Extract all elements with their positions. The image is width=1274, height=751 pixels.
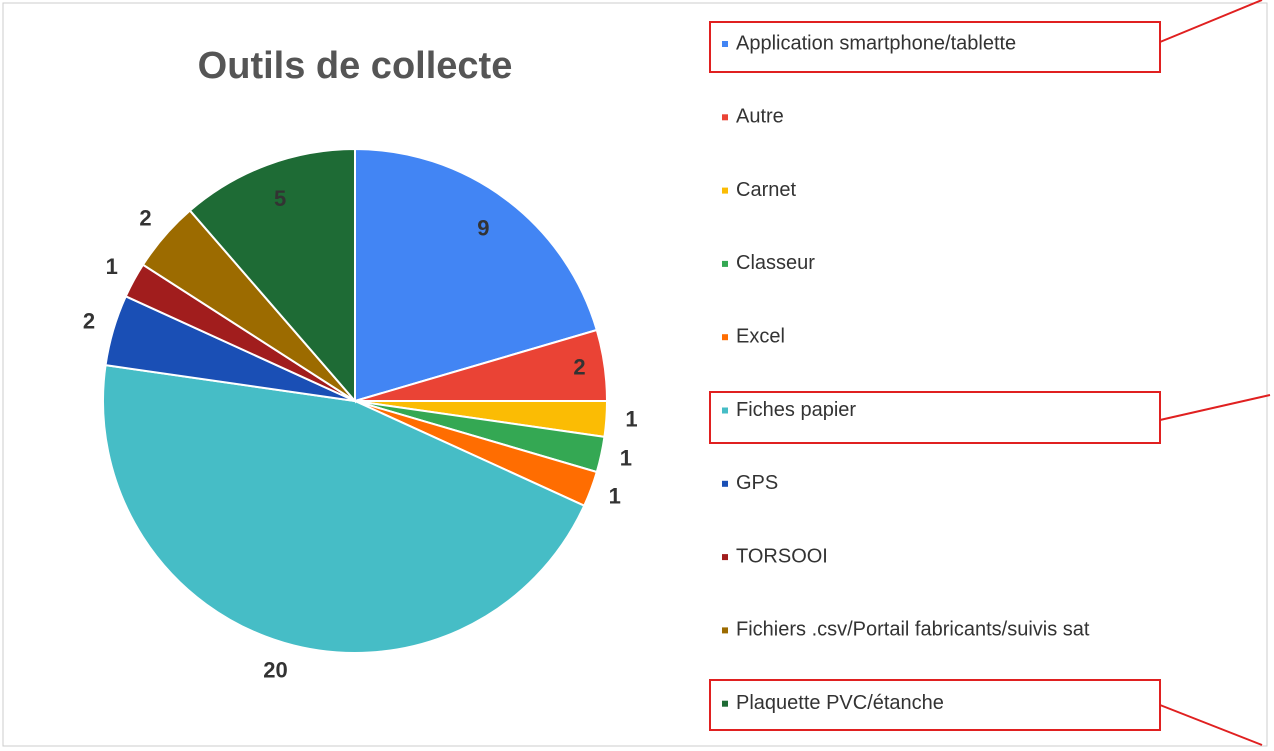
legend-swatch [722,187,728,194]
data-label: 1 [106,254,118,279]
data-label: 2 [83,309,95,334]
legend-label: Fiches papier [736,399,856,421]
data-label: 20 [263,658,287,683]
data-label: 1 [625,407,637,432]
legend-swatch [722,334,728,341]
data-label: 2 [573,355,585,380]
legend-swatch [722,480,728,487]
legend-label: Classeur [736,252,815,274]
data-label: 1 [609,484,621,509]
callout-line [1159,0,1263,43]
legend-swatch [722,41,728,47]
highlight-box [709,391,1161,444]
legend-label: Autre [736,106,784,128]
pie-slice [354,147,599,403]
data-label: 2 [139,205,151,230]
legend-swatch [722,554,728,561]
highlight-box [709,21,1161,73]
data-label: 5 [274,186,286,211]
legend-label: Carnet [736,179,796,201]
pie-slice [102,364,586,654]
annotations [709,0,1271,746]
legend-swatch [722,700,728,707]
chart-title: Outils de collecte [198,45,513,87]
legend-label: Fichiers .csv/Portail fabricants/suivis … [736,619,1090,641]
pie-slice [188,147,356,404]
legend-swatch [722,627,728,634]
legend-label: TORSOOI [736,545,828,567]
legend-swatch [722,407,728,414]
data-label: 1 [620,446,632,471]
legend-label: Excel [736,325,785,347]
legend-label: GPS [736,472,778,494]
data-label: 9 [477,215,489,240]
callout-line [1159,394,1271,421]
callout-line [1159,704,1263,746]
legend-label: Application smartphone/tablette [736,32,1016,54]
legend-swatch [722,114,728,121]
legend-swatch [722,260,728,267]
legend-label: Plaquette PVC/étanche [736,692,944,714]
